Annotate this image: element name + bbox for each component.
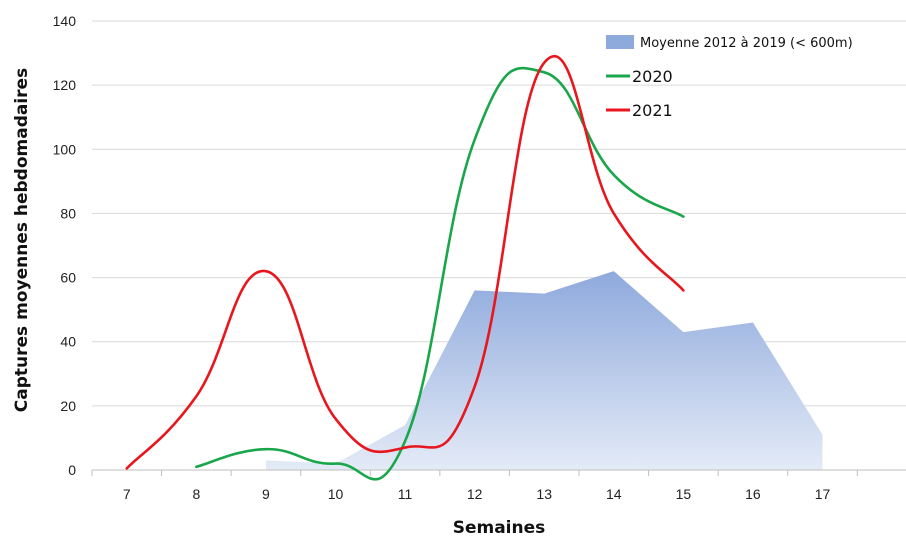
legend-label-area: Moyenne 2012 à 2019 (< 600m)	[640, 36, 853, 51]
x-axis-title: Semaines	[453, 518, 546, 538]
y-tick-label-20: 20	[60, 398, 76, 414]
x-tick-label-8: 8	[192, 486, 200, 502]
y-tick-label-80: 80	[60, 205, 76, 221]
y-tick-label-100: 100	[53, 141, 77, 157]
x-tick-label-17: 17	[815, 486, 831, 502]
x-tick-label-7: 7	[123, 486, 131, 502]
legend: Moyenne 2012 à 2019 (< 600m) 2020 2021	[606, 35, 853, 120]
legend-label-2020: 2020	[632, 67, 673, 86]
y-tick-label-0: 0	[68, 462, 76, 478]
line-series-2020	[195, 66, 685, 481]
y-tick-label-40: 40	[60, 334, 76, 350]
x-axis	[91, 469, 906, 476]
x-tick-label-9: 9	[262, 486, 270, 502]
y-tick-label-120: 120	[53, 77, 77, 93]
y-tick-label-140: 140	[53, 13, 77, 29]
x-tick-labels: 7 8 9 10 11 12 13 14 15 16 17	[123, 486, 831, 502]
legend-label-2021: 2021	[632, 101, 673, 120]
x-tick-label-14: 14	[606, 486, 622, 502]
x-tick-label-11: 11	[398, 486, 413, 502]
area-series-mean-2012-2019	[265, 271, 823, 470]
x-tick-label-15: 15	[676, 486, 692, 502]
legend-swatch-area	[606, 35, 634, 49]
lines-layer	[125, 54, 685, 481]
line-series-2021	[125, 54, 685, 470]
x-tick-label-10: 10	[328, 486, 344, 502]
area-layer	[265, 271, 823, 470]
x-tick-label-12: 12	[467, 486, 483, 502]
x-tick-label-16: 16	[745, 486, 761, 502]
x-tick-label-13: 13	[536, 486, 552, 502]
y-tick-labels: 0 20 40 60 80 100 120 140	[53, 13, 77, 478]
y-axis-title: Captures moyennes hebdomadaires	[12, 68, 32, 412]
y-tick-label-60: 60	[60, 270, 76, 286]
